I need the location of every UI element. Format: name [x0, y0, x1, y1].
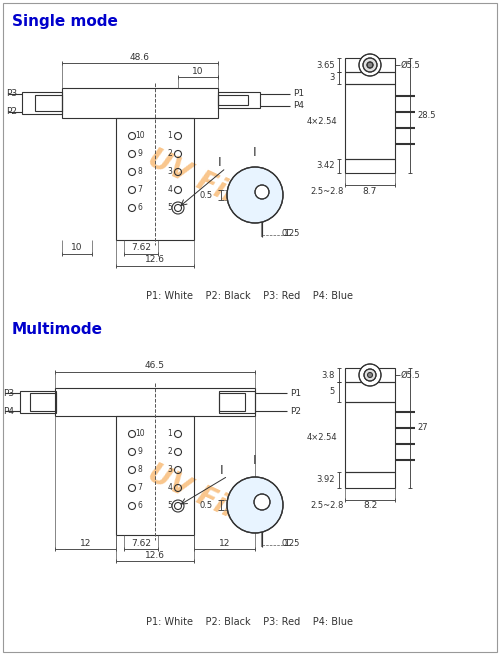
Circle shape	[363, 58, 377, 72]
Text: 2: 2	[168, 149, 172, 159]
Text: 5: 5	[330, 388, 335, 396]
Text: P1: White    P2: Black    P3: Red    P4: Blue: P1: White P2: Black P3: Red P4: Blue	[146, 291, 354, 301]
Text: Multimode: Multimode	[12, 322, 103, 337]
Text: UV Fiber: UV Fiber	[143, 144, 277, 226]
Text: 9: 9	[138, 149, 142, 159]
Text: 7.62: 7.62	[131, 244, 151, 252]
Text: 4×2.54: 4×2.54	[306, 432, 337, 441]
Text: 0.25: 0.25	[281, 538, 299, 548]
Bar	[218, 92, 260, 108]
Text: 0.5: 0.5	[200, 191, 213, 200]
Bar	[22, 92, 62, 114]
Text: P2: P2	[6, 107, 17, 117]
Text: P2: P2	[290, 407, 301, 415]
Text: P1: P1	[293, 90, 304, 98]
Text: 7.62: 7.62	[131, 538, 151, 548]
Text: 2.5~2.8: 2.5~2.8	[310, 502, 344, 510]
Text: 5: 5	[168, 204, 172, 212]
Bar	[345, 382, 395, 402]
Bar	[116, 118, 194, 240]
Text: 10: 10	[192, 67, 204, 75]
Text: 7: 7	[138, 483, 142, 493]
Bar	[55, 388, 255, 416]
Text: P1: White    P2: Black    P3: Red    P4: Blue: P1: White P2: Black P3: Red P4: Blue	[146, 617, 354, 627]
Text: 9: 9	[138, 447, 142, 457]
Text: 48.6: 48.6	[130, 52, 150, 62]
Text: I: I	[218, 155, 222, 168]
Circle shape	[254, 494, 270, 510]
Text: 0.25: 0.25	[281, 229, 299, 238]
Text: P1: P1	[290, 388, 301, 398]
Text: 2: 2	[168, 447, 172, 457]
Text: 4: 4	[168, 185, 172, 195]
Text: 1: 1	[168, 430, 172, 438]
Bar	[116, 416, 194, 535]
Text: 4: 4	[168, 483, 172, 493]
Bar	[219, 391, 255, 413]
Bar	[345, 472, 395, 488]
Text: 3.8: 3.8	[322, 371, 335, 379]
Text: 8.7: 8.7	[363, 187, 377, 195]
Circle shape	[359, 364, 381, 386]
Text: 12: 12	[219, 538, 230, 548]
Bar	[345, 84, 395, 159]
Text: 3.42: 3.42	[316, 162, 335, 170]
Bar	[345, 72, 395, 84]
Text: I: I	[220, 464, 224, 476]
Text: P3: P3	[6, 90, 17, 98]
Bar	[345, 402, 395, 472]
Bar	[345, 368, 395, 382]
Bar	[218, 95, 248, 105]
Text: P3: P3	[3, 388, 14, 398]
Text: 3: 3	[168, 466, 172, 474]
Bar	[20, 391, 56, 413]
Text: 2.5~2.8: 2.5~2.8	[310, 187, 344, 195]
Text: 8.2: 8.2	[363, 502, 377, 510]
Circle shape	[359, 54, 381, 76]
Text: 27: 27	[417, 424, 428, 432]
Text: 1: 1	[168, 132, 172, 141]
Text: 12.6: 12.6	[145, 550, 165, 559]
Text: 3.92: 3.92	[316, 476, 335, 485]
Text: P4: P4	[3, 407, 14, 415]
Text: 12: 12	[80, 538, 91, 548]
Text: I: I	[253, 145, 257, 159]
Text: Single mode: Single mode	[12, 14, 118, 29]
Text: 10: 10	[135, 132, 145, 141]
Text: 46.5: 46.5	[145, 362, 165, 371]
Bar	[345, 58, 395, 72]
Text: 4×2.54: 4×2.54	[306, 117, 337, 126]
Circle shape	[227, 167, 283, 223]
Text: 0.5: 0.5	[200, 500, 213, 510]
Bar	[219, 393, 245, 411]
Text: Ø5.5: Ø5.5	[401, 371, 421, 379]
Text: 10: 10	[72, 244, 83, 252]
Text: I: I	[253, 453, 257, 466]
Text: 3.65: 3.65	[316, 60, 335, 69]
Text: 3: 3	[168, 168, 172, 176]
Bar	[345, 159, 395, 173]
Text: 10: 10	[135, 430, 145, 438]
Text: Ø5.5: Ø5.5	[401, 60, 421, 69]
Circle shape	[227, 477, 283, 533]
Bar	[30, 393, 56, 411]
Text: 3: 3	[330, 73, 335, 83]
Text: 6: 6	[138, 204, 142, 212]
Text: P4: P4	[293, 102, 304, 111]
Text: 28.5: 28.5	[417, 111, 436, 120]
Circle shape	[255, 185, 269, 199]
Text: 6: 6	[138, 502, 142, 510]
Bar	[62, 88, 218, 118]
Text: 8: 8	[138, 466, 142, 474]
Text: UV Fiber: UV Fiber	[143, 459, 277, 541]
Circle shape	[368, 373, 372, 377]
Circle shape	[364, 369, 376, 381]
Text: 12.6: 12.6	[145, 255, 165, 265]
Circle shape	[367, 62, 373, 68]
Text: 7: 7	[138, 185, 142, 195]
Bar	[35, 95, 62, 111]
Text: 5: 5	[168, 502, 172, 510]
Text: 8: 8	[138, 168, 142, 176]
